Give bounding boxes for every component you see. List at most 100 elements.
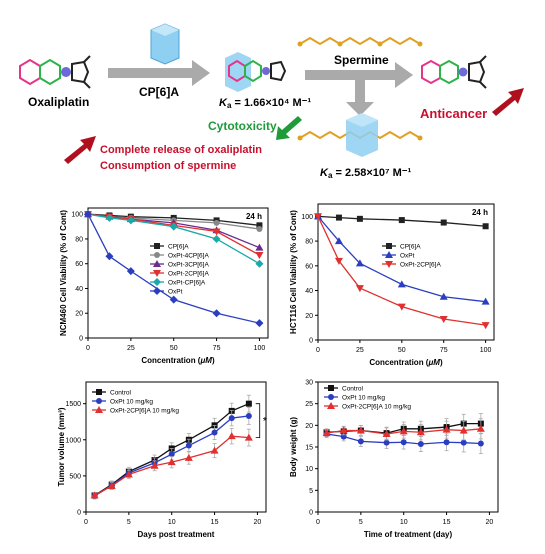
data-point <box>105 252 114 261</box>
data-point <box>169 295 178 304</box>
x-axis-label: Days post treatment <box>138 530 215 539</box>
x-tick-label: 0 <box>316 519 320 526</box>
x-tick-label: 75 <box>213 345 221 352</box>
data-point <box>397 280 406 288</box>
data-point <box>124 470 133 478</box>
legend-entry: Control <box>110 390 132 397</box>
legend-entry: OxPt <box>400 253 415 260</box>
legend-entry: OxPt <box>168 289 183 296</box>
data-point <box>357 438 364 445</box>
data-point <box>244 433 253 441</box>
spermine-host-complex <box>297 113 423 157</box>
data-point <box>105 213 114 222</box>
x-tick-label: 20 <box>254 519 262 526</box>
x-tick-label: 75 <box>440 347 448 354</box>
chart-tumor-volume: 0 5 10 15 20 0 500 1000 1500 Days post treatment T… <box>57 381 268 539</box>
x-tick-label: 0 <box>84 519 88 526</box>
data-point <box>150 461 159 469</box>
data-point <box>184 453 193 461</box>
data-point <box>212 309 221 318</box>
y-axis-label: Tumor volume (mm³) <box>57 407 66 486</box>
y-tick-label: 60 <box>75 261 83 268</box>
data-point <box>245 400 252 407</box>
plot-frame <box>317 203 495 341</box>
data-point <box>335 214 342 221</box>
plot-frame <box>85 381 267 513</box>
y-tick-label: 5 <box>309 488 313 495</box>
data-point <box>355 259 364 267</box>
legend-marker <box>96 389 102 395</box>
y-tick-label: 40 <box>305 288 313 295</box>
release-line-2: Consumption of spermine <box>100 160 236 172</box>
x-tick-label: 25 <box>127 345 135 352</box>
y-tick-label: 80 <box>305 239 313 246</box>
up-trend-arrow-icon <box>492 88 524 116</box>
data-point <box>255 243 264 251</box>
data-point <box>382 430 391 437</box>
x-tick-label: 5 <box>127 519 131 526</box>
data-point <box>356 215 363 222</box>
series-2 <box>90 428 253 499</box>
y-tick-label: 40 <box>75 286 83 293</box>
series-2 <box>314 213 490 330</box>
x-tick-label: 0 <box>316 347 320 354</box>
legend-entry: CP[6]A <box>168 244 189 251</box>
y-tick-label: 0 <box>79 336 83 343</box>
data-point <box>443 439 450 446</box>
y-axis-label: Body weight (g) <box>289 417 298 477</box>
legend-marker <box>154 243 160 249</box>
y-tick-label: 100 <box>301 214 313 221</box>
data-point <box>339 426 348 434</box>
data-point <box>245 412 252 419</box>
data-point <box>417 440 424 447</box>
legend-marker <box>154 252 160 258</box>
y-axis-label: HCT116 Cell Viability (% of Cont) <box>289 210 298 334</box>
host-guest-complex <box>225 52 287 92</box>
legend-marker <box>153 260 161 267</box>
legend-marker <box>153 287 161 295</box>
legend-entry: OxPt-CP[6]A <box>168 280 206 287</box>
x-axis-label: Time of treatment (day) <box>364 530 453 539</box>
data-point <box>442 425 451 433</box>
legend-entry: OxPt-3CP[6]A <box>168 262 209 269</box>
legend-marker <box>96 398 102 404</box>
plot-frame <box>87 207 269 339</box>
chart-body-weight: 0 5 10 15 20 0 5 10 15 20 25 30 Time of treatment (d… <box>289 380 499 539</box>
y-tick-label: 0 <box>309 510 313 517</box>
data-point <box>255 319 264 328</box>
x-tick-label: 20 <box>486 519 494 526</box>
x-tick-label: 5 <box>359 519 363 526</box>
x-tick-label: 15 <box>211 519 219 526</box>
x-tick-label: 100 <box>254 345 266 352</box>
series-line <box>87 213 260 256</box>
legend-entry: CP[6]A <box>400 244 421 251</box>
x-tick-label: 25 <box>356 347 364 354</box>
anticancer-label: Anticancer <box>420 106 487 121</box>
host-label: CP[6]A <box>139 85 179 99</box>
legend-marker <box>153 270 161 277</box>
chart-hct116-viability: 0 25 50 75 100 0 20 40 60 80 100 Concentration (μM)… <box>289 203 495 367</box>
x-tick-label: 50 <box>398 347 406 354</box>
x-tick-label: 15 <box>443 519 451 526</box>
legend-entry: OxPt-4CP[6]A <box>168 253 209 260</box>
legend-marker <box>385 251 393 258</box>
oxaliplatin-structure <box>19 55 91 89</box>
data-point <box>481 322 490 330</box>
legend-marker <box>95 406 103 413</box>
data-point <box>213 219 220 226</box>
y-tick-label: 80 <box>75 236 83 243</box>
x-tick-label: 50 <box>170 345 178 352</box>
plot-frame <box>317 381 499 513</box>
data-point <box>314 213 322 221</box>
y-tick-label: 10 <box>305 466 313 473</box>
legend: CP[6]A OxPt-4CP[6]A OxPt-3CP[6]A OxPt-2CP[6… <box>150 243 209 296</box>
data-point <box>399 427 408 435</box>
release-line-1: Complete release of oxaliplatin <box>100 144 262 156</box>
data-point <box>84 210 92 219</box>
data-point <box>397 303 406 311</box>
data-point <box>383 439 390 446</box>
data-point <box>228 415 235 422</box>
data-point <box>459 426 468 434</box>
legend-entry: OxPt 10 mg/kg <box>342 395 385 402</box>
data-point <box>167 458 176 466</box>
